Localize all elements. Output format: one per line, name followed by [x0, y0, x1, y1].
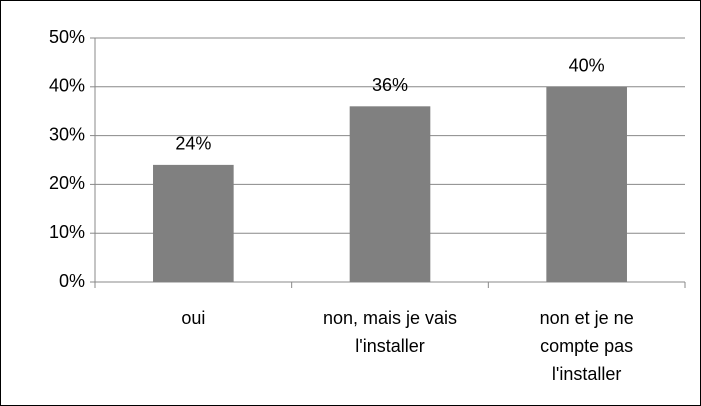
x-tick-label: oui: [181, 308, 205, 328]
y-tick-label: 30%: [49, 124, 85, 144]
y-tick-label: 10%: [49, 222, 85, 242]
bar: [349, 106, 431, 282]
y-tick-label: 50%: [49, 27, 85, 47]
x-tick-label: non et je ne compte pas l'installer: [540, 308, 634, 384]
y-tick-label: 20%: [49, 173, 85, 193]
bar: [546, 86, 627, 282]
data-label: 36%: [372, 75, 408, 95]
data-label: 40%: [569, 56, 605, 76]
data-label: 24%: [175, 134, 211, 154]
bar: [153, 164, 234, 282]
y-tick-label: 0%: [59, 271, 85, 291]
y-tick-label: 40%: [49, 76, 85, 96]
x-tick-label: non, mais je vais l'installer: [323, 308, 457, 356]
